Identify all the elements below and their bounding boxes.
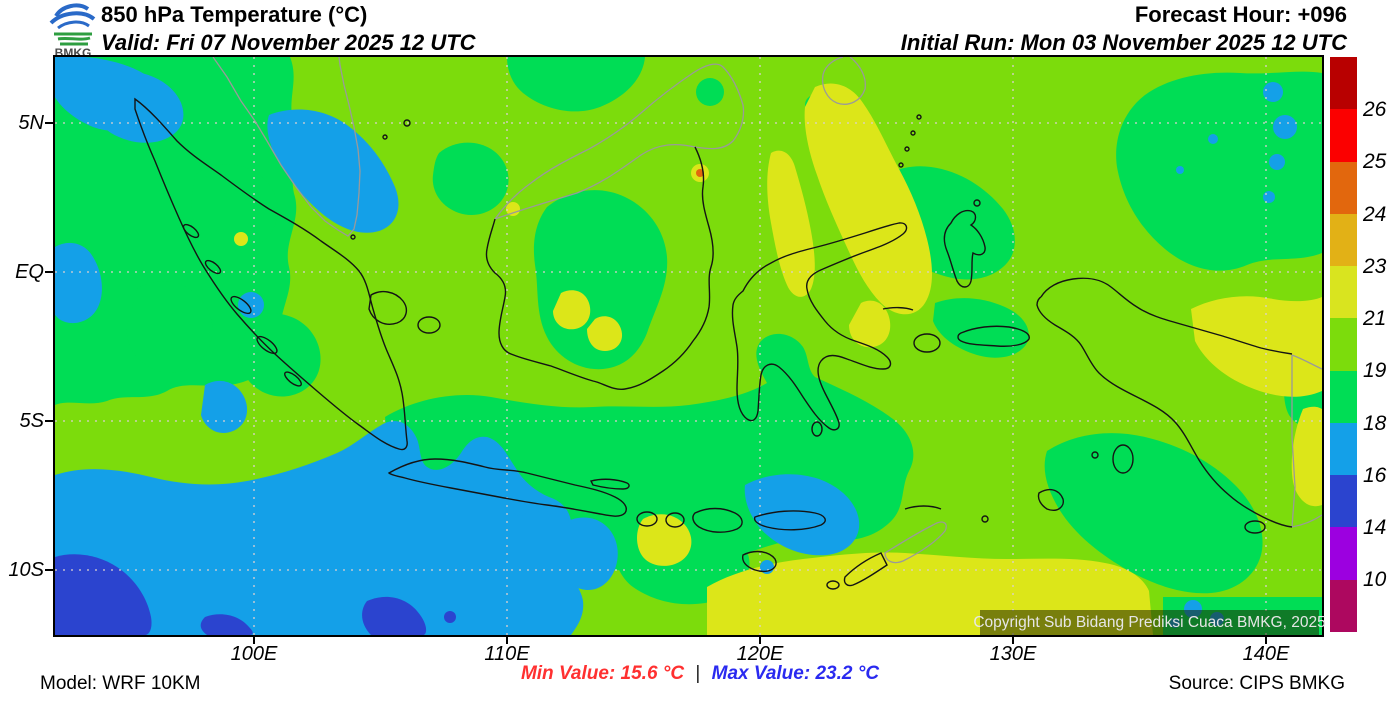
colorbar-label: 14 bbox=[1363, 516, 1387, 539]
model-label: Model: WRF 10KM bbox=[40, 673, 201, 694]
colorbar-label: 26 bbox=[1363, 98, 1387, 121]
lat-tick bbox=[45, 122, 54, 124]
page-title: 850 hPa Temperature (°C) bbox=[101, 2, 368, 27]
colorbar-label: 24 bbox=[1363, 203, 1387, 226]
colorbar-label: 16 bbox=[1363, 464, 1387, 487]
lon-tick bbox=[506, 637, 508, 644]
colorbar-label: 10 bbox=[1363, 568, 1387, 591]
colorbar-segment bbox=[1330, 109, 1357, 162]
colorbar-segment bbox=[1330, 318, 1357, 371]
lon-tick bbox=[1265, 637, 1267, 644]
bmkg-logo-icon: BMKG bbox=[49, 3, 96, 58]
colorbar-label: 23 bbox=[1363, 255, 1387, 278]
colorbar-segment bbox=[1330, 161, 1357, 214]
lon-label: 120E bbox=[736, 643, 784, 665]
min-value-label: Min Value: 15.6 °C bbox=[520, 663, 685, 684]
colorbar-label: 18 bbox=[1363, 412, 1387, 435]
colorbar-segment bbox=[1330, 370, 1357, 423]
map-frame: Copyright Sub Bidang Prediksi Cuaca BMKG… bbox=[53, 55, 1326, 637]
colorbar-segment bbox=[1330, 475, 1357, 528]
forecast-hour: Forecast Hour: +096 bbox=[1134, 2, 1347, 27]
colorbar-segment bbox=[1330, 57, 1357, 110]
lon-tick bbox=[253, 637, 255, 644]
lat-label: 5N bbox=[18, 112, 44, 134]
max-value-label: Max Value: 23.2 °C bbox=[711, 663, 880, 684]
colorbar-segment bbox=[1330, 579, 1357, 632]
colorbar-label: 25 bbox=[1363, 150, 1387, 173]
lat-tick bbox=[45, 271, 54, 273]
lat-label: EQ bbox=[15, 261, 44, 283]
lat-tick bbox=[45, 569, 54, 571]
colorbar-segment bbox=[1330, 422, 1357, 476]
colorbar-segment bbox=[1330, 213, 1357, 267]
lat-tick bbox=[45, 420, 54, 422]
lat-label: 10S bbox=[8, 559, 44, 581]
temperature-map-graphic bbox=[55, 57, 1322, 635]
lon-label: 140E bbox=[1242, 643, 1290, 665]
lon-tick bbox=[1012, 637, 1014, 644]
colorbar-label: 21 bbox=[1363, 307, 1387, 330]
colorbar-segment bbox=[1330, 527, 1357, 580]
source-label: Source: CIPS BMKG bbox=[1168, 673, 1345, 694]
minmax-separator: | bbox=[695, 663, 701, 684]
minmax-line: Min Value: 15.6 °C | Max Value: 23.2 °C bbox=[0, 663, 1400, 685]
temperature-colorbar bbox=[1330, 57, 1357, 632]
lon-label: 110E bbox=[484, 643, 530, 665]
valid-time: Valid: Fri 07 November 2025 12 UTC bbox=[101, 30, 476, 55]
colorbar-segment bbox=[1330, 266, 1357, 319]
lon-label: 100E bbox=[230, 643, 278, 665]
colorbar-label: 19 bbox=[1363, 359, 1387, 382]
copyright-overlay: Copyright Sub Bidang Prediksi Cuaca BMKG… bbox=[973, 610, 1326, 635]
lon-tick bbox=[759, 637, 761, 644]
initial-run: Initial Run: Mon 03 November 2025 12 UTC bbox=[900, 30, 1347, 55]
lat-label: 5S bbox=[19, 410, 44, 432]
lon-label: 130E bbox=[989, 643, 1037, 665]
